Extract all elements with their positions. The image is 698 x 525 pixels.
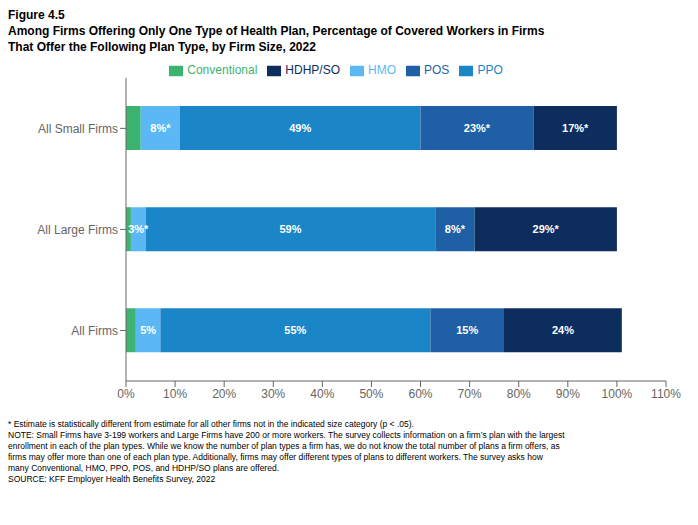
html-text:PPO: PPO — [477, 63, 503, 77]
svg-text:All Large Firms: All Large Firms — [37, 223, 118, 237]
html-text:* Estimate is statistically di: * Estimate is statistically different fr… — [8, 419, 414, 429]
svg-text:100%: 100% — [602, 387, 633, 401]
svg-text:8%*: 8%* — [445, 223, 466, 235]
svg-text:8%*: 8%* — [150, 122, 171, 134]
svg-text:17%*: 17%* — [562, 122, 589, 134]
svg-text:80%: 80% — [507, 387, 531, 401]
svg-text:20%: 20% — [212, 387, 236, 401]
html-text:enrollment in each of the plan: enrollment in each of the plan types. Wh… — [8, 441, 560, 451]
svg-text:50%: 50% — [359, 387, 383, 401]
html-text:Conventional: Conventional — [187, 63, 258, 77]
svg-text:0%: 0% — [117, 387, 135, 401]
svg-text:All Small Firms: All Small Firms — [38, 122, 118, 136]
svg-text:All Firms: All Firms — [71, 324, 118, 338]
svg-text:15%: 15% — [456, 324, 478, 336]
svg-text:3%*: 3%* — [128, 223, 149, 235]
html-text:SOURCE: KFF Employer Health Be: SOURCE: KFF Employer Health Benefits Sur… — [8, 474, 216, 484]
html-text:HMO: HMO — [368, 63, 396, 77]
svg-text:110%: 110% — [651, 387, 681, 401]
svg-text:90%: 90% — [556, 387, 580, 401]
svg-text:10%: 10% — [163, 387, 187, 401]
html-text:NOTE: Small Firms have 3-199 w: NOTE: Small Firms have 3-199 workers and… — [8, 430, 565, 440]
svg-text:49%: 49% — [289, 122, 311, 134]
svg-text:30%: 30% — [261, 387, 285, 401]
svg-text:59%: 59% — [279, 223, 301, 235]
svg-text:23%*: 23%* — [464, 122, 491, 134]
svg-text:29%*: 29%* — [533, 223, 560, 235]
html-text:firms may offer more than one: firms may offer more than one of each pl… — [8, 452, 543, 462]
html-text:POS: POS — [424, 63, 450, 77]
svg-text:5%: 5% — [140, 324, 156, 336]
svg-text:70%: 70% — [458, 387, 482, 401]
html-text:That Offer the Following Plan: That Offer the Following Plan Type, by F… — [8, 40, 316, 54]
svg-text:24%: 24% — [552, 324, 574, 336]
svg-text:60%: 60% — [409, 387, 433, 401]
svg-text:55%: 55% — [284, 324, 306, 336]
svg-text:40%: 40% — [310, 387, 334, 401]
html-text:many Conventional, HMO, PPO, P: many Conventional, HMO, PPO, POS, and HD… — [8, 463, 279, 473]
html-text:HDHP/SO: HDHP/SO — [285, 63, 340, 77]
html-text:Figure 4.5: Figure 4.5 — [8, 8, 65, 22]
html-text:Among Firms Offering Only One: Among Firms Offering Only One Type of He… — [8, 24, 545, 38]
